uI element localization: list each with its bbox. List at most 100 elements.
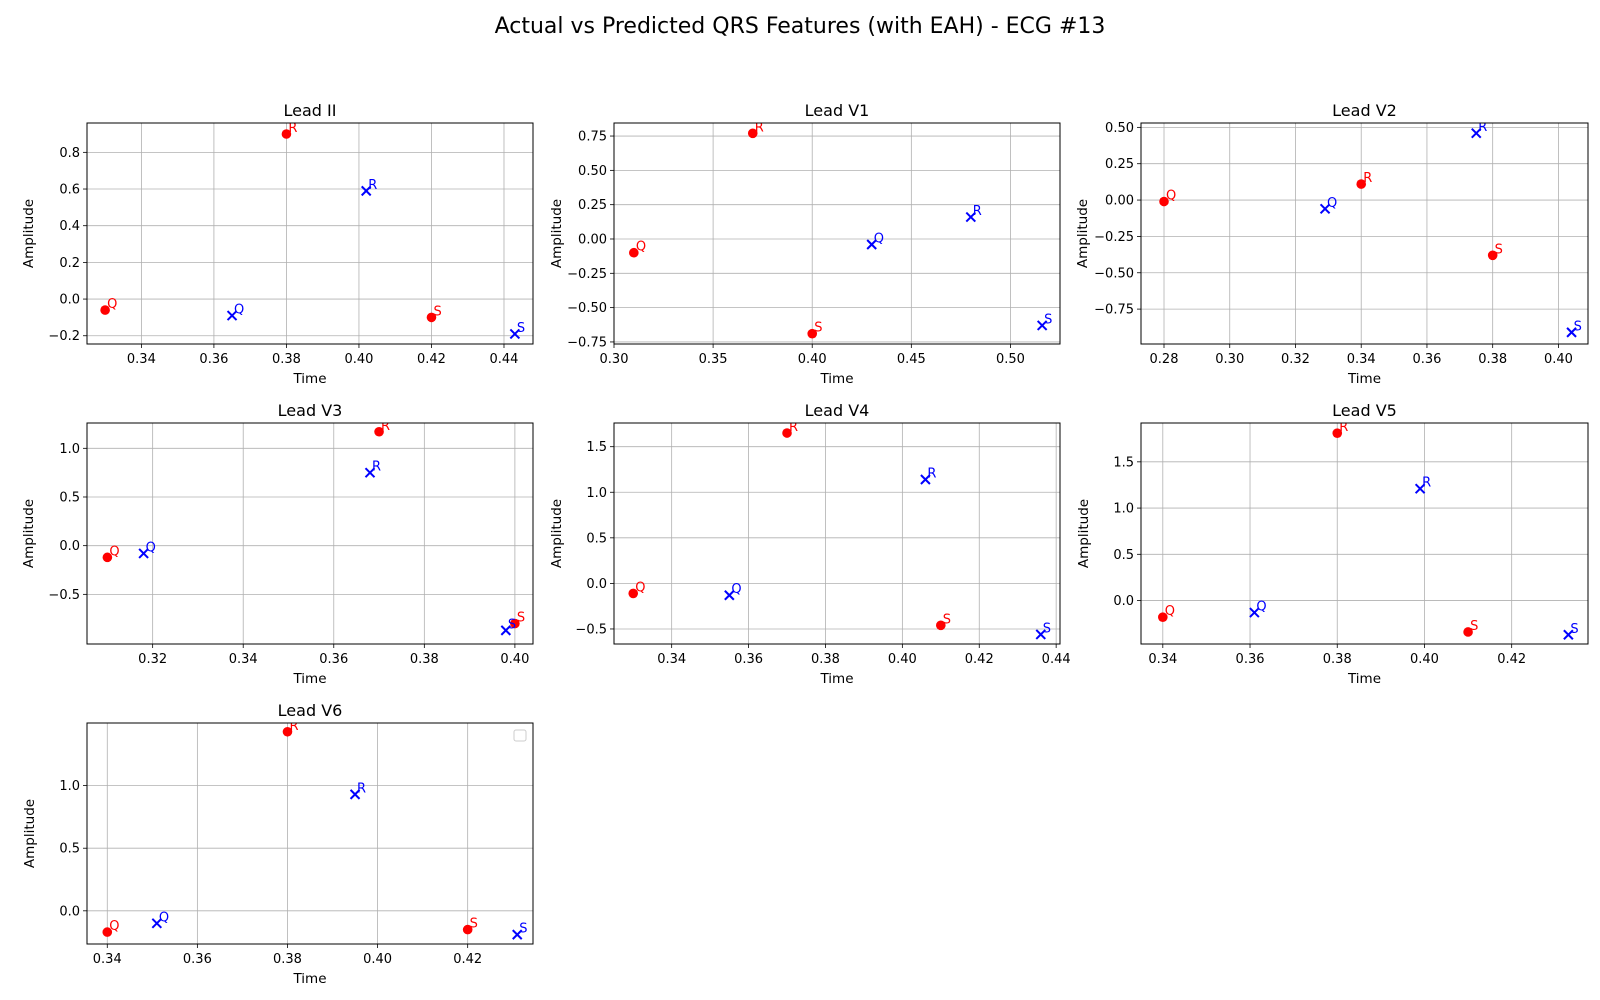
point-label: Q (1256, 600, 1266, 615)
x-tick-label: 0.40 (344, 352, 373, 367)
actual-point-r (282, 726, 293, 737)
x-tick-label: 0.40 (500, 652, 529, 667)
y-tick-label: 1.5 (1113, 455, 1134, 470)
points-lead-v3: Q R S Q R S (102, 419, 525, 636)
y-tick-label: 0.25 (578, 198, 607, 213)
point-label: R (973, 204, 982, 219)
panel-title: Lead V6 (278, 701, 343, 720)
axes-frame (86, 422, 534, 645)
point-label: Q (1165, 604, 1175, 619)
actual-point-s (936, 620, 946, 631)
actual-point-q (100, 305, 110, 315)
y-tick-label: 0.5 (586, 531, 607, 546)
y-tick-label: 0.5 (1113, 548, 1134, 563)
x-tick-label: 0.34 (93, 952, 122, 967)
y-tick-label: 1.5 (586, 440, 607, 455)
x-tick-label: 0.38 (1478, 352, 1507, 367)
actual-point-s (807, 328, 818, 339)
predicted-point-r (965, 211, 977, 223)
x-tick-label: 0.34 (229, 652, 258, 667)
x-marker-stroke (360, 185, 372, 197)
panel-lead-ii: 0.34 0.36 0.38 0.40 0.42 0.44 −0.2 0.0 0.2 0.4 0.6… (21, 101, 534, 387)
predicted-point-s (512, 929, 523, 940)
x-marker-stroke (226, 310, 238, 321)
actual-point-r (281, 129, 292, 139)
panel-lead-v1: 0.30 0.35 0.40 0.45 0.50 −0.75 −0.50 −0.25 0.00 0… (549, 101, 1061, 387)
y-tick-label: −0.50 (1094, 266, 1134, 281)
x-axis-label: Time (819, 371, 853, 387)
y-axis-label: Amplitude (21, 499, 37, 568)
point-label: R (1363, 171, 1372, 186)
x-marker-stroke (512, 929, 523, 940)
points-lead-v5: Q R S Q R S (1158, 420, 1579, 640)
x-marker-stroke (1563, 629, 1574, 640)
y-axis-label: Amplitude (549, 199, 565, 268)
y-axis-label: Amplitude (1075, 199, 1091, 268)
x-marker-stroke (920, 474, 931, 485)
x-tick-label: 0.42 (965, 652, 994, 667)
x-tick-label: 0.34 (657, 652, 686, 667)
x-marker-stroke (1471, 127, 1482, 139)
actual-point-s (1487, 250, 1498, 261)
x-marker-stroke (1249, 607, 1260, 618)
x-tick-label: 0.40 (888, 652, 917, 667)
y-tick-label: 1.0 (59, 779, 80, 794)
y-axis-label: Amplitude (22, 799, 38, 868)
predicted-point-r (360, 185, 372, 197)
x-marker-stroke (151, 918, 163, 929)
predicted-point-s (500, 625, 512, 636)
axes-frame (86, 122, 534, 345)
x-marker-stroke (866, 239, 877, 250)
point-label: S (1570, 622, 1578, 637)
x-tick-label: 0.28 (1150, 352, 1179, 367)
y-tick-label: −0.50 (567, 301, 607, 316)
x-tick-label: 0.38 (273, 952, 302, 967)
actual-point-s (1463, 627, 1473, 637)
x-tick-label: 0.34 (1148, 652, 1177, 667)
y-tick-label: 0.4 (59, 219, 80, 234)
x-marker-stroke (1414, 483, 1426, 494)
point-label: S (508, 617, 516, 632)
legend-box (513, 729, 527, 742)
actual-point-q (1159, 196, 1169, 207)
x-tick-label: 0.30 (600, 352, 629, 367)
axes-frame (613, 422, 1061, 645)
point-label: R (381, 419, 390, 434)
actual-point-s (426, 312, 437, 323)
x-marker-stroke (509, 328, 521, 340)
panel-lead-v6: 0.34 0.36 0.38 0.40 0.42 0.0 0.5 1.0 Time Amplitu… (22, 701, 534, 987)
predicted-point-q (1319, 203, 1331, 214)
x-marker-stroke (965, 211, 977, 223)
x-tick-label: 0.40 (363, 952, 392, 967)
panel-title: Lead V1 (805, 101, 870, 120)
point-label: R (755, 120, 764, 135)
predicted-point-q (226, 310, 238, 321)
y-tick-label: −0.75 (567, 335, 607, 350)
y-tick-label: 0.00 (1105, 194, 1134, 209)
x-tick-label: 0.38 (811, 652, 840, 667)
panel-lead-v2: 0.28 0.30 0.32 0.34 0.36 0.38 0.40 −0.75 −0.50 −0… (1075, 101, 1589, 387)
point-label: Q (874, 231, 884, 246)
point-label: R (1422, 476, 1431, 491)
predicted-point-s (1563, 629, 1574, 640)
points-lead-v6: Q R S Q R S (102, 723, 527, 940)
x-tick-label: 0.36 (319, 652, 348, 667)
y-tick-label: −0.2 (48, 329, 80, 344)
x-tick-label: 0.38 (410, 652, 439, 667)
x-axis-label: Time (819, 671, 853, 687)
predicted-point-q (151, 918, 163, 929)
predicted-point-q (866, 239, 877, 250)
points-lead-v1: Q R S Q R S (629, 120, 1052, 339)
point-label: R (1339, 420, 1348, 435)
x-tick-label: 0.42 (453, 952, 482, 967)
predicted-point-s (509, 328, 521, 340)
figure-title: Actual vs Predicted QRS Features (with E… (494, 14, 1106, 39)
actual-point-r (1356, 179, 1367, 189)
x-tick-label: 0.36 (183, 952, 212, 967)
point-label: S (1044, 312, 1052, 327)
x-tick-label: 0.45 (897, 352, 926, 367)
y-tick-label: 0.0 (59, 539, 80, 554)
x-tick-label: 0.34 (127, 352, 156, 367)
x-marker-stroke (364, 467, 376, 478)
